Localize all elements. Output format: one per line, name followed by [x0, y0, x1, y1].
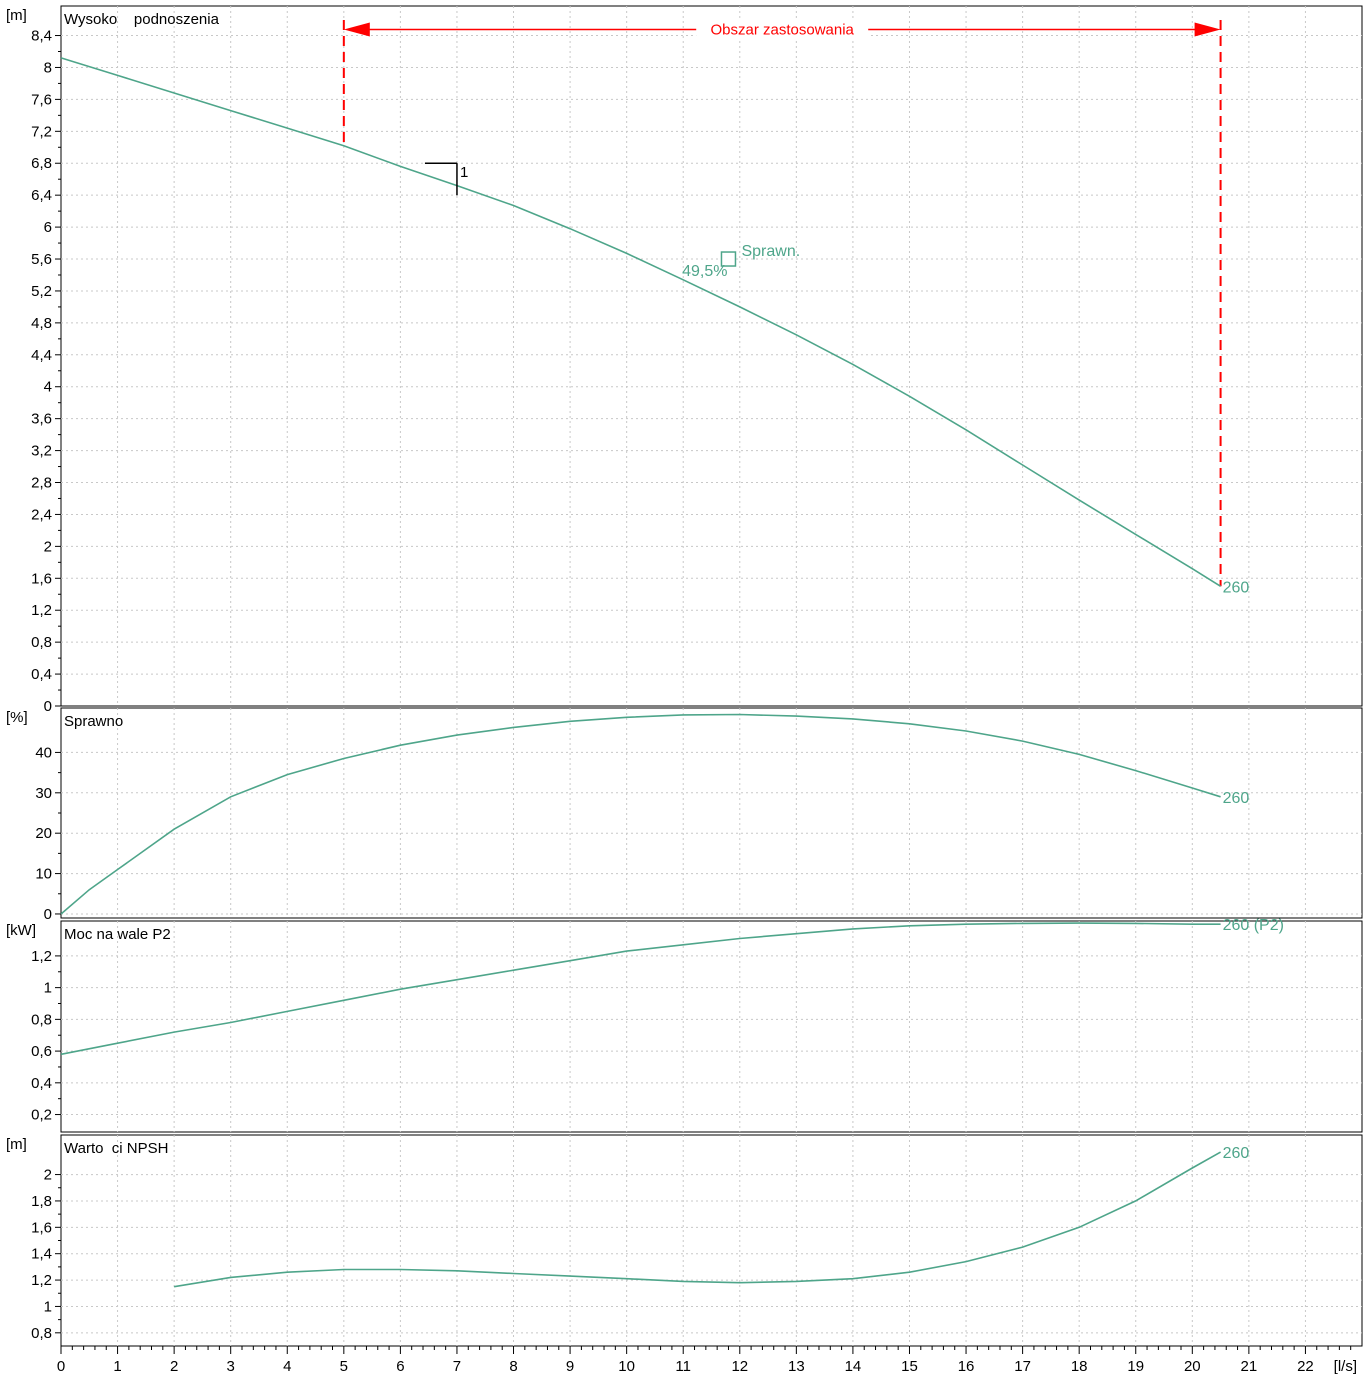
y-tick-label: 6	[44, 219, 52, 236]
efficiency-marker-value: 49,5%	[682, 263, 727, 280]
panel-npsh: 0,8 1 1,2 1,4 1,6 1,8 2 [m] Warto ci NPSH 260	[6, 1134, 1363, 1347]
panel-frame	[60, 5, 1363, 707]
operating-point-label: 1	[460, 164, 468, 181]
x-tick-label: 22	[1297, 1358, 1314, 1375]
x-tick-label: 7	[453, 1358, 461, 1375]
x-tick-label: 18	[1071, 1358, 1088, 1375]
y-tick-label: 1,8	[31, 1193, 52, 1210]
x-tick-label: 13	[788, 1358, 805, 1375]
y-tick-label: 1,4	[31, 1246, 52, 1263]
series-line-260	[60, 57, 1222, 587]
y-tick-label: 0,2	[31, 1107, 52, 1124]
x-tick-label: 11	[675, 1358, 691, 1375]
panel-head: 0 0,4 0,8 1,2 1,6 2 2,4 2,8 3,2 3,6 4 4,4 4,8 5,2 5,6 6…	[6, 5, 1363, 715]
y-tick-label: 0,8	[31, 1011, 52, 1028]
panel-title: Sprawno	[64, 713, 123, 730]
x-tick-label: 21	[1241, 1358, 1258, 1375]
y-tick-label: 5,2	[31, 283, 52, 300]
panel-frame	[60, 707, 1363, 919]
y-tick-label: 1,6	[31, 570, 52, 587]
x-tick-label: 12	[731, 1358, 748, 1375]
y-tick-label: 2	[44, 1167, 52, 1184]
y-tick-label: 1	[44, 1298, 52, 1315]
panel-frame	[60, 920, 1363, 1133]
y-tick-label: 2,4	[31, 506, 52, 523]
series-line-260	[60, 713, 1221, 915]
y-tick-label: 4	[44, 379, 52, 396]
y-tick-label: 0,4	[31, 1075, 52, 1092]
y-tick-label: 5,6	[31, 251, 52, 268]
x-tick-label: 3	[227, 1358, 235, 1375]
y-tick-label: 40	[35, 744, 52, 761]
y-tick-label: 0,4	[31, 666, 52, 683]
x-tick-label: 10	[618, 1358, 635, 1375]
x-tick-label: 5	[340, 1358, 348, 1375]
x-tick-label: 15	[901, 1358, 918, 1375]
series-label: 260	[1223, 790, 1250, 807]
y-tick-label: 1	[44, 980, 52, 997]
y-tick-label: 0,8	[31, 634, 52, 651]
series-line-260	[173, 1151, 1221, 1288]
x-tick-label: 17	[1014, 1358, 1031, 1375]
y-tick-label: 0	[44, 698, 52, 715]
x-tick-label: 6	[396, 1358, 404, 1375]
y-tick-label: 2,8	[31, 475, 52, 492]
x-unit-label: [l/s]	[1334, 1358, 1357, 1375]
y-unit-label: [%]	[6, 709, 28, 726]
y-tick-label: 2	[44, 538, 52, 555]
y-tick-label: 4,8	[31, 315, 52, 332]
range-label: Obszar zastosowania	[711, 22, 855, 39]
x-tick-label: 2	[170, 1358, 178, 1375]
y-tick-label: 0	[44, 906, 52, 923]
panel-title: Wysoko podnoszenia	[64, 11, 220, 28]
x-tick-label: 14	[845, 1358, 862, 1375]
range-arrow-left	[343, 22, 370, 37]
y-tick-label: 10	[35, 866, 52, 883]
series-label: 260 (P2)	[1223, 917, 1284, 934]
y-unit-label: [m]	[6, 1136, 27, 1153]
y-tick-label: 1,6	[31, 1219, 52, 1236]
y-tick-label: 20	[35, 825, 52, 842]
x-tick-label: 1	[113, 1358, 121, 1375]
y-tick-label: 1,2	[31, 602, 52, 619]
x-axis: 0 1 2 3 4 5 6 7 8 9 10 11 12 13 14 15 16 17 18 19 20 21 22 [l/s…	[57, 1346, 1357, 1375]
y-tick-label: 0,8	[31, 1325, 52, 1342]
x-tick-label: 4	[283, 1358, 291, 1375]
panel-title: Warto ci NPSH	[64, 1140, 168, 1157]
y-tick-label: 8	[44, 59, 52, 76]
efficiency-marker	[720, 251, 737, 267]
y-tick-label: 0,6	[31, 1043, 52, 1060]
y-tick-label: 8,4	[31, 28, 52, 45]
y-tick-label: 6,4	[31, 187, 52, 204]
panel-frame	[60, 1134, 1363, 1347]
y-tick-label: 1,2	[31, 948, 52, 965]
y-tick-label: 30	[35, 785, 52, 802]
y-tick-label: 7,2	[31, 123, 52, 140]
y-unit-label: [m]	[6, 7, 27, 24]
y-tick-label: 7,6	[31, 91, 52, 108]
panel-efficiency: 0 10 20 30 40 [%] Sprawno 260	[6, 707, 1363, 923]
series-line-260-P2-	[60, 922, 1221, 1056]
x-tick-label: 0	[57, 1358, 65, 1375]
range-label-bg	[696, 19, 869, 40]
x-tick-label: 20	[1184, 1358, 1201, 1375]
y-tick-label: 3,2	[31, 443, 52, 460]
range-arrow-right	[1194, 22, 1221, 37]
series-label: 260	[1223, 579, 1250, 596]
y-tick-label: 6,8	[31, 155, 52, 172]
x-tick-label: 19	[1127, 1358, 1144, 1375]
x-tick-label: 9	[566, 1358, 574, 1375]
x-tick-label: 16	[958, 1358, 975, 1375]
y-tick-label: 4,4	[31, 347, 52, 364]
y-unit-label: [kW]	[6, 922, 36, 939]
series-label: 260	[1223, 1145, 1250, 1162]
y-tick-label: 1,2	[31, 1272, 52, 1289]
panel-title: Moc na wale P2	[64, 926, 171, 943]
y-tick-label: 3,6	[31, 411, 52, 428]
efficiency-marker-label: Sprawn.	[741, 243, 800, 260]
panel-power: 0,2 0,4 0,6 0,8 1 1,2 [kW] Moc na wale P2 260 (P…	[6, 917, 1363, 1133]
x-tick-label: 8	[509, 1358, 517, 1375]
